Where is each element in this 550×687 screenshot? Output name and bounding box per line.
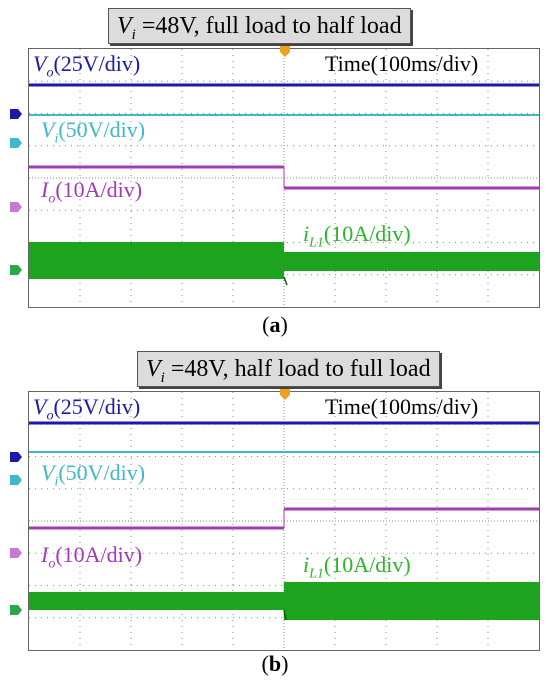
io-label-b: Io(10A/div) [41,542,143,572]
channel-markers-b [10,452,22,615]
il-label-b: iL1(10A/div) [303,552,411,582]
channel-2-marker-icon [10,138,22,148]
time-label-a: Time(100ms/div) [325,51,479,76]
il-label-a: iL1(10A/div) [303,221,411,251]
panel-a: Vi =48V, full load to half load Vo(25V/d… [0,0,550,343]
il-band-after [284,582,539,620]
channel-1-marker-icon [10,452,22,462]
channel-markers-a [10,109,22,275]
oscilloscope-traces-a [29,49,539,307]
channel-4-marker-icon [10,265,22,275]
il-band-after-ripple [283,252,537,271]
panel-b: Vi =48V, half load to full load Vo(25V/d… [0,343,550,687]
il-band-before-ripple [29,242,282,279]
il-transient [283,276,288,286]
channel-3-marker-icon [10,548,22,558]
panel-a-title: Vi =48V, full load to half load [108,8,411,44]
channel-2-marker-icon [10,475,22,485]
il-band-before [29,242,284,279]
il-band-before-ripple [29,592,282,610]
io-label-a: Io(10A/div) [41,177,143,207]
time-label-b: Time(100ms/div) [325,394,479,419]
il-band-after [284,252,539,271]
oscilloscope-traces-b [29,392,539,650]
channel-4-marker-icon [10,605,22,615]
vo-label-a: Vo(25V/div) [33,51,141,81]
il-band-after-ripple [283,582,537,620]
channel-3-marker-icon [10,202,22,212]
vo-label-b: Vo(25V/div) [33,394,141,424]
caption-a: (a) [262,312,288,337]
caption-b: (b) [261,651,289,676]
vi-label-b: Vi(50V/div) [41,460,146,490]
oscilloscope-screen-a: Vo(25V/div) Time(100ms/div) Vi(50V/div) … [28,48,540,308]
il-transient [283,609,287,621]
channel-1-marker-icon [10,109,22,119]
oscilloscope-screen-b: Vo(25V/div) Time(100ms/div) Vi(50V/div) … [28,391,540,651]
vi-label-a: Vi(50V/div) [41,117,146,147]
trigger-marker-b-icon [280,389,290,400]
il-band-before [29,592,284,610]
panel-b-title: Vi =48V, half load to full load [137,351,440,387]
trigger-marker-a-icon [280,46,290,57]
